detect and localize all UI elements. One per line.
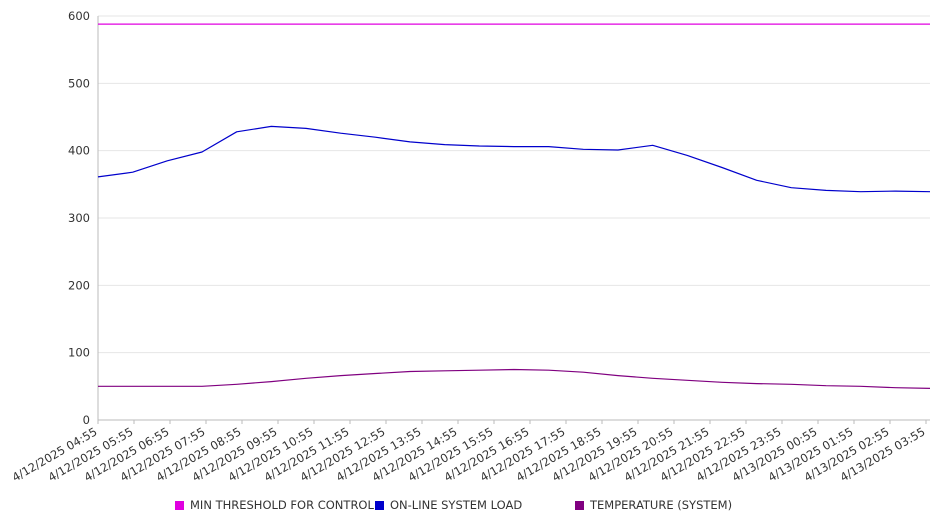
temperature-line[interactable] (98, 368, 931, 389)
y-tick-label: 400 (68, 144, 90, 158)
legend-item-temperature[interactable]: TEMPERATURE (SYSTEM) (575, 498, 732, 512)
series-lines (97, 23, 931, 389)
legend: MIN THRESHOLD FOR CONTROL ON-LINE SYSTEM… (0, 498, 946, 516)
y-tick-label: 100 (68, 346, 90, 360)
legend-label: ON-LINE SYSTEM LOAD (390, 498, 523, 512)
x-axis-ticks: 4/12/2025 04:554/12/2025 05:554/12/2025 … (10, 420, 928, 484)
y-tick-label: 200 (68, 278, 90, 292)
legend-swatch (175, 500, 184, 510)
y-axis-ticks: 0 100 200 300 400 500 600 (68, 9, 90, 427)
legend-label: TEMPERATURE (SYSTEM) (590, 498, 733, 512)
y-tick-label: 600 (68, 9, 90, 23)
y-tick-label: 0 (83, 413, 90, 427)
system-load-line[interactable] (97, 125, 931, 193)
axes (97, 16, 930, 421)
legend-item-system-load[interactable]: ON-LINE SYSTEM LOAD (375, 498, 522, 512)
legend-swatch (575, 500, 584, 510)
legend-item-min-threshold[interactable]: MIN THRESHOLD FOR CONTROL (175, 498, 374, 512)
legend-label: MIN THRESHOLD FOR CONTROL (190, 498, 374, 512)
legend-swatch (375, 500, 384, 510)
y-tick-label: 500 (68, 76, 90, 90)
gridlines (98, 15, 930, 354)
y-tick-label: 300 (68, 211, 90, 225)
